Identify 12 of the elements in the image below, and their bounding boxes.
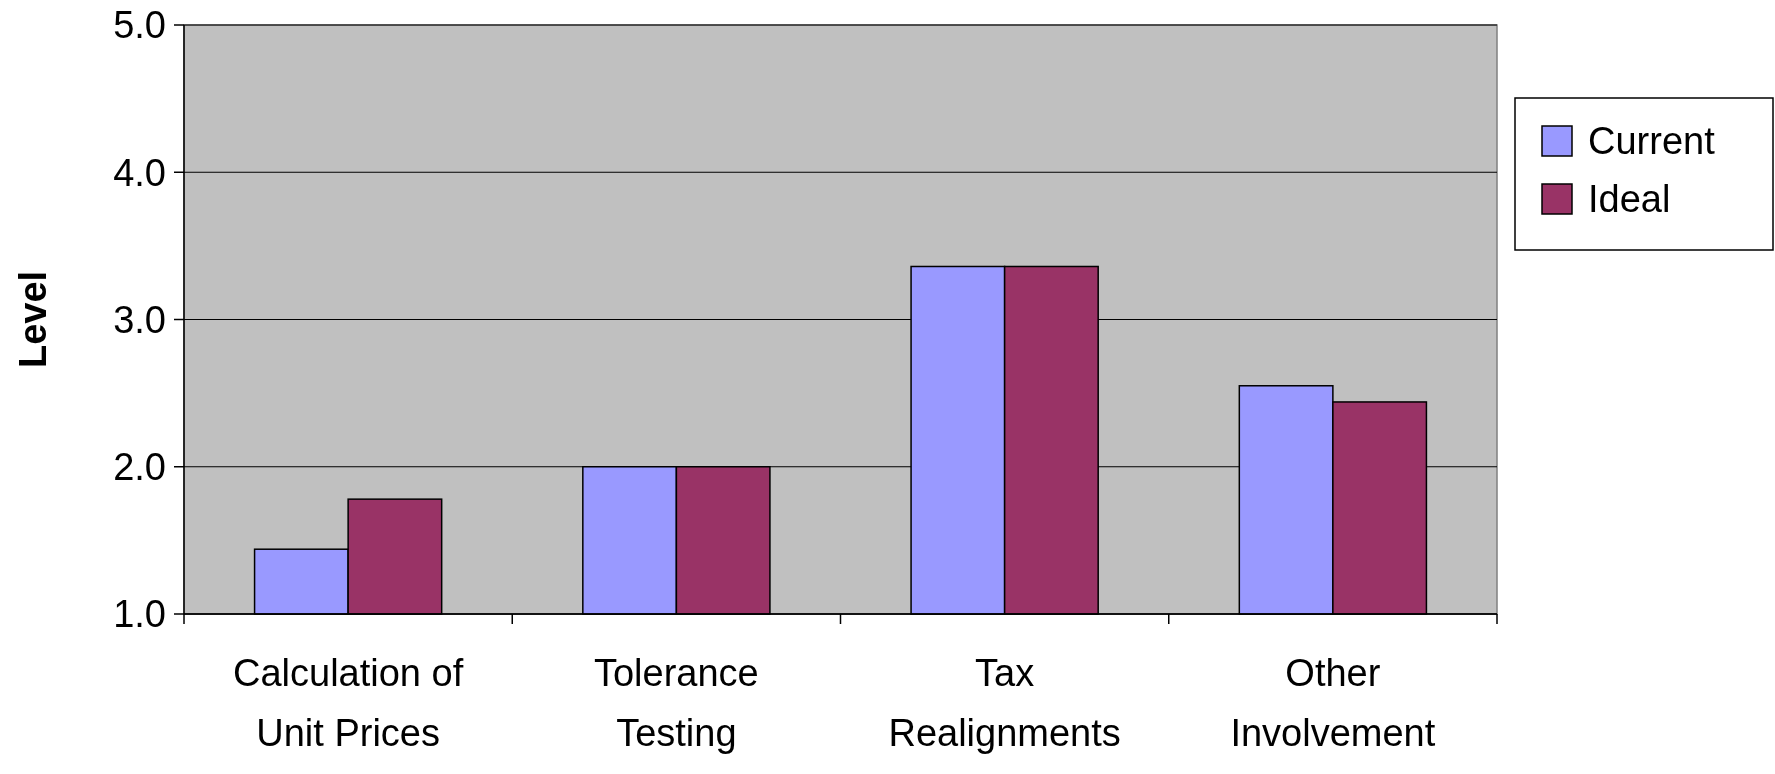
y-tick-label: 1.0 xyxy=(113,593,166,636)
x-tick-label: Calculation of Unit Prices xyxy=(233,652,464,754)
y-tick-label: 2.0 xyxy=(113,446,166,489)
x-tick-label: Other Involvement xyxy=(1230,652,1436,754)
x-tick-label: Tax Realignments xyxy=(888,652,1121,754)
y-axis-title: Level xyxy=(12,270,54,369)
y-tick-label: 3.0 xyxy=(113,298,166,341)
legend-label: Ideal xyxy=(1588,178,1671,221)
y-tick-label: 5.0 xyxy=(113,4,166,47)
legend-label: Current xyxy=(1588,120,1716,163)
x-tick-label: Tolerance Testing xyxy=(593,652,759,754)
y-tick-label: 4.0 xyxy=(113,151,166,194)
